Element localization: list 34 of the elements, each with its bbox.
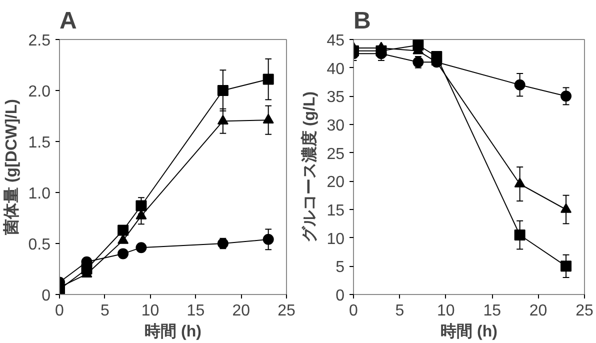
y-tick-label: 35 [326, 89, 345, 106]
y-tick-label: 2.0 [28, 84, 51, 100]
y-tick-label: 15 [326, 202, 345, 220]
x-axis-title: 時間 (h) [440, 322, 498, 340]
y-tick-label: 2.5 [28, 32, 51, 50]
y-tick-label: 30 [326, 118, 345, 134]
y-axis-title: 菌体量 (g[DCW]/L) [2, 99, 20, 236]
x-tick-label: 0 [349, 302, 358, 320]
y-tick-label: 1.5 [28, 134, 51, 152]
x-tick-label: 10 [141, 302, 160, 320]
x-tick-label: 20 [232, 302, 250, 320]
x-tick-label: 15 [483, 302, 502, 320]
chart-title: A [60, 8, 77, 34]
x-tick-label: 5 [100, 302, 110, 320]
x-tick-label: 20 [529, 302, 548, 320]
chart-title: B [354, 8, 371, 34]
x-tick-label: 15 [186, 302, 205, 320]
y-tick-label: 0 [42, 288, 51, 304]
x-tick-label: 5 [395, 302, 404, 320]
y-tick-label: 1.0 [28, 186, 51, 202]
y-tick-label: 0 [336, 288, 345, 304]
y-tick-label: 20 [326, 174, 345, 192]
x-tick-label: 25 [576, 302, 594, 320]
x-axis-title: 時間 (h) [144, 322, 202, 340]
y-axis-title: グルコース濃度 (g/L) [300, 91, 319, 243]
y-tick-label: 40 [326, 60, 345, 78]
y-tick-label: 25 [326, 146, 345, 163]
x-tick-label: 0 [55, 302, 64, 320]
x-tick-label: 25 [278, 302, 296, 320]
y-tick-label: 0.5 [28, 236, 51, 254]
y-tick-label: 5 [336, 259, 345, 276]
y-tick-label: 45 [326, 32, 345, 50]
x-tick-label: 10 [437, 302, 455, 320]
y-tick-label: 10 [326, 230, 345, 248]
